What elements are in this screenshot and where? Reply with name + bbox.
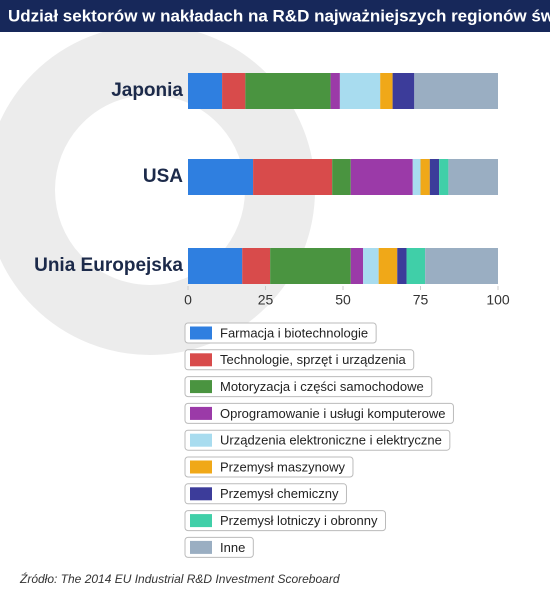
legend-label: Oprogramowanie i usługi komputerowe bbox=[220, 406, 445, 421]
legend-swatch bbox=[190, 540, 212, 554]
bar-segment bbox=[439, 159, 449, 195]
bar-segment bbox=[380, 73, 393, 109]
bar-segment bbox=[425, 248, 498, 284]
bar-segment bbox=[414, 73, 498, 109]
bar-segment bbox=[420, 159, 430, 195]
x-tick-label: 25 bbox=[258, 292, 274, 308]
legend-swatch bbox=[190, 433, 212, 447]
bar-segment bbox=[397, 248, 407, 284]
legend-label: Urządzenia elektroniczne i elektryczne bbox=[220, 433, 442, 448]
bar-segment bbox=[339, 73, 381, 109]
category-label: Unia Europejska bbox=[34, 255, 183, 276]
legend-box bbox=[184, 349, 415, 371]
bar-segment bbox=[429, 159, 440, 195]
legend-swatch bbox=[190, 380, 212, 394]
x-tick-label: 50 bbox=[335, 292, 351, 308]
chart-title: Udział sektorów w nakładach na R&D najwa… bbox=[8, 6, 550, 25]
bar-segment bbox=[363, 248, 379, 284]
legend-box bbox=[184, 402, 454, 424]
legend-box bbox=[184, 376, 433, 398]
bar-segment bbox=[332, 159, 351, 195]
legend-label: Inne bbox=[220, 540, 245, 555]
bar-segment bbox=[350, 159, 413, 195]
category-label: USA bbox=[143, 166, 183, 187]
legend-box bbox=[184, 510, 386, 532]
bar-segment bbox=[270, 248, 351, 284]
legend-swatch bbox=[190, 514, 212, 528]
legend-box bbox=[184, 456, 354, 478]
bar-segment bbox=[392, 73, 415, 109]
bar-segment bbox=[448, 159, 498, 195]
legend-swatch bbox=[190, 406, 212, 420]
bar-segment bbox=[188, 159, 254, 195]
bar-segment bbox=[253, 159, 333, 195]
bar-segment bbox=[245, 73, 331, 109]
legend-swatch bbox=[190, 353, 212, 367]
x-tick-label: 0 bbox=[184, 292, 192, 308]
x-tick-label: 75 bbox=[413, 292, 429, 308]
legend-swatch bbox=[190, 460, 212, 474]
legend-label: Motoryzacja i części samochodowe bbox=[220, 379, 424, 394]
legend-label: Przemysł maszynowy bbox=[220, 459, 345, 474]
legend-box bbox=[184, 322, 377, 344]
bar-segment bbox=[406, 248, 426, 284]
title-banner bbox=[0, 0, 550, 32]
legend-swatch bbox=[190, 487, 212, 501]
bar-segment bbox=[378, 248, 398, 284]
legend-box bbox=[184, 483, 347, 505]
legend-label: Przemysł lotniczy i obronny bbox=[220, 513, 378, 528]
category-label: Japonia bbox=[111, 80, 183, 101]
x-tick-label: 100 bbox=[486, 292, 510, 308]
bar-segment bbox=[412, 159, 421, 195]
bar-segment bbox=[222, 73, 246, 109]
legend-label: Przemysł chemiczny bbox=[220, 486, 339, 501]
bar-segment bbox=[330, 73, 340, 109]
legend-label: Farmacja i biotechnologie bbox=[220, 325, 368, 340]
legend-swatch bbox=[190, 326, 212, 340]
bar-segment bbox=[350, 248, 364, 284]
source: Źródło: The 2014 EU Industrial R&D Inves… bbox=[19, 571, 340, 586]
bar-segment bbox=[242, 248, 271, 284]
legend-box bbox=[184, 429, 451, 451]
legend-label: Technologie, sprzęt i urządzenia bbox=[220, 352, 406, 367]
bar-segment bbox=[188, 73, 223, 109]
bar-segment bbox=[188, 248, 243, 284]
